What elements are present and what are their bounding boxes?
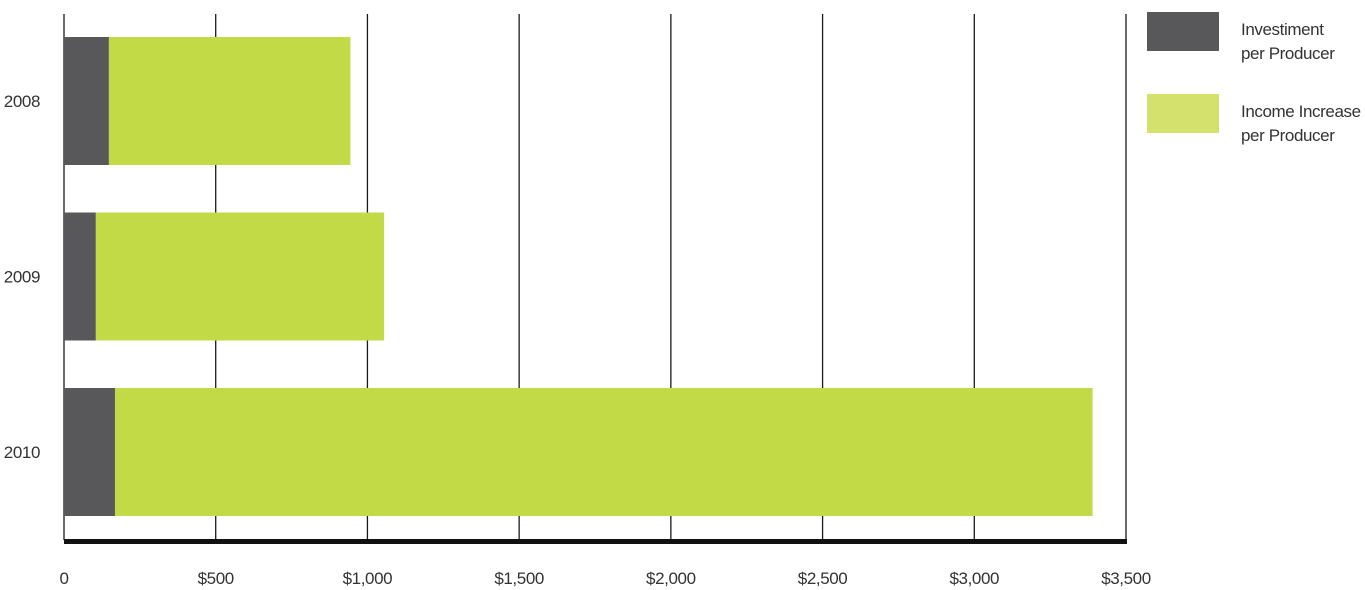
legend-label-investment-line-2: per Producer xyxy=(1241,44,1335,63)
bar-2009-series-1 xyxy=(95,212,385,341)
legend-label-investment: Investiment per Producer xyxy=(1241,18,1363,66)
x-tick-label-4: $2,000 xyxy=(646,569,696,588)
legend-item-income: Income Increase per Producer xyxy=(1147,94,1362,176)
x-tick-label-6: $3,000 xyxy=(949,569,999,588)
legend: Investiment per Producer Income Increase… xyxy=(1147,12,1362,176)
category-label-2008: 2008 xyxy=(4,92,40,111)
x-tick-label-7: $3,500 xyxy=(1101,569,1151,588)
x-tick-label-1: $500 xyxy=(198,569,234,588)
legend-item-investment: Investiment per Producer xyxy=(1147,12,1362,94)
x-tick-label-3: $1,500 xyxy=(494,569,544,588)
x-tick-label-2: $1,000 xyxy=(343,569,393,588)
bar-2008-series-0 xyxy=(64,37,109,165)
legend-swatch-income xyxy=(1147,94,1219,133)
bar-2008-series-1 xyxy=(108,37,351,165)
x-axis xyxy=(64,539,1127,544)
legend-label-income-line-2: per Producer xyxy=(1241,126,1335,145)
x-tick-label-0: 0 xyxy=(59,569,68,588)
bar-2009-series-0 xyxy=(64,212,96,341)
bars xyxy=(64,37,1093,516)
bar-2010-series-0 xyxy=(64,388,115,516)
bar-2010-series-1 xyxy=(114,388,1093,516)
x-tick-label-5: $2,500 xyxy=(798,569,848,588)
legend-label-income: Income Increase per Producer xyxy=(1241,100,1363,148)
x-axis-line xyxy=(64,539,1127,544)
legend-label-investment-line-1: Investiment xyxy=(1241,20,1324,39)
x-tick-labels: 0 $500 $1,000 $1,500 $2,000 $2,500 $3,000 $3,50… xyxy=(59,569,1151,588)
category-label-2009: 2009 xyxy=(4,268,40,287)
category-labels: 2008 2009 2010 xyxy=(4,92,41,462)
legend-label-income-line-1: Income Increase xyxy=(1241,102,1361,121)
legend-swatch-investment xyxy=(1147,12,1219,51)
category-label-2010: 2010 xyxy=(4,443,40,462)
